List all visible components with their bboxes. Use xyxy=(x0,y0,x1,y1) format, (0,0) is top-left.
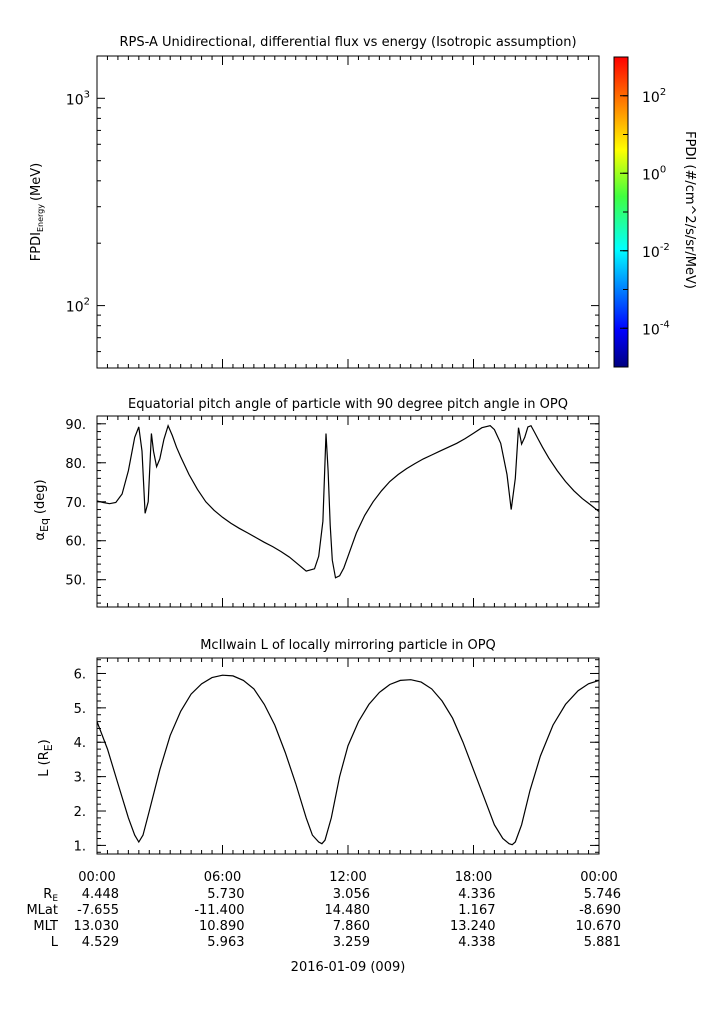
ephemeris-value: 4.529 xyxy=(82,935,119,950)
panel3-ytick-label: 4. xyxy=(74,736,86,751)
ephemeris-row-label: L xyxy=(51,935,59,950)
colorbar-label: FPDI (#/cm^2/s/sr/MeV) xyxy=(682,131,697,289)
colorbar-tick-label: 100 xyxy=(642,164,666,183)
ephemeris-value: 4.448 xyxy=(82,887,119,902)
time-tick-label: 06:00 xyxy=(204,870,241,885)
panel2-frame xyxy=(96,415,600,608)
panel3-frame xyxy=(96,657,600,855)
panel3-ytick-label: 1. xyxy=(74,839,86,854)
panel1-ytick-label: 103 xyxy=(66,89,90,108)
panel3-title: McIlwain L of locally mirroring particle… xyxy=(200,638,496,653)
ephemeris-value: -11.400 xyxy=(194,903,244,918)
panel-flux: RPS-A Unidirectional, differential flux … xyxy=(29,35,697,369)
ephemeris-row-label: MLat xyxy=(26,903,58,918)
panel3-ytick-label: 2. xyxy=(74,805,86,820)
time-axis: 00:00 06:00 12:00 18:00 00:00 RE 4.448 5.730 3.0… xyxy=(26,870,621,950)
ephemeris-value: 5.746 xyxy=(584,887,621,902)
ephemeris-value: 5.881 xyxy=(584,935,621,950)
pitch-angle-line xyxy=(96,423,600,579)
time-tick-label: 00:00 xyxy=(78,870,115,885)
ephemeris-value: -7.655 xyxy=(77,903,119,918)
ephemeris-value: 3.259 xyxy=(333,935,370,950)
time-tick-label: 00:00 xyxy=(580,870,617,885)
panel1-title: RPS-A Unidirectional, differential flux … xyxy=(119,35,576,50)
panel-mcilwain-l: McIlwain L of locally mirroring particle… xyxy=(37,638,600,855)
panel3-ytick-label: 6. xyxy=(74,667,86,682)
panel2-ytick-label: 70. xyxy=(65,496,86,511)
ephemeris-value: -8.690 xyxy=(579,903,621,918)
panel1-frame xyxy=(96,55,600,369)
ephemeris-value: 5.963 xyxy=(207,935,244,950)
panel2-ytick-label: 50. xyxy=(65,574,86,589)
ephemeris-value: 4.338 xyxy=(458,935,495,950)
panel1-ytick-label: 102 xyxy=(66,297,90,316)
colorbar-tick-label: 102 xyxy=(642,87,666,106)
ephemeris-row-label: RE xyxy=(43,887,58,904)
time-tick-label: 12:00 xyxy=(329,870,366,885)
panel2-ytick-label: 60. xyxy=(65,535,86,550)
ephemeris-value: 10.890 xyxy=(199,919,245,934)
panel3-ytick-label: 3. xyxy=(74,771,86,786)
ephemeris-value: 7.860 xyxy=(333,919,370,934)
panel3-ylabel: L (RE) xyxy=(37,739,55,777)
ephemeris-value: 5.730 xyxy=(207,887,244,902)
panel2-title: Equatorial pitch angle of particle with … xyxy=(128,397,568,412)
colorbar-tick-label: 10-2 xyxy=(642,242,670,261)
panel2-ytick-label: 80. xyxy=(65,457,86,472)
panel1-ylabel: FPDIEnergy(MeV) xyxy=(29,163,45,261)
ephemeris-value: 1.167 xyxy=(458,903,495,918)
ephemeris-value: 3.056 xyxy=(333,887,370,902)
panel-pitch-angle: Equatorial pitch angle of particle with … xyxy=(33,397,600,608)
date-label: 2016-01-09 (009) xyxy=(291,960,406,975)
ephemeris-row-label: MLT xyxy=(33,919,58,934)
ephemeris-value: 13.030 xyxy=(74,919,120,934)
ephemeris-value: 13.240 xyxy=(450,919,496,934)
colorbar-tick-label: 10-4 xyxy=(642,319,670,338)
mcilwain-l-line xyxy=(96,674,600,846)
panel2-ylabel: αEq(deg) xyxy=(33,479,51,540)
ephemeris-value: 4.336 xyxy=(458,887,495,902)
ephemeris-value: 10.670 xyxy=(576,919,622,934)
panel2-ytick-label: 90. xyxy=(65,418,86,433)
ephemeris-value: 14.480 xyxy=(325,903,371,918)
panel3-ytick-label: 5. xyxy=(74,702,86,717)
time-tick-label: 18:00 xyxy=(455,870,492,885)
